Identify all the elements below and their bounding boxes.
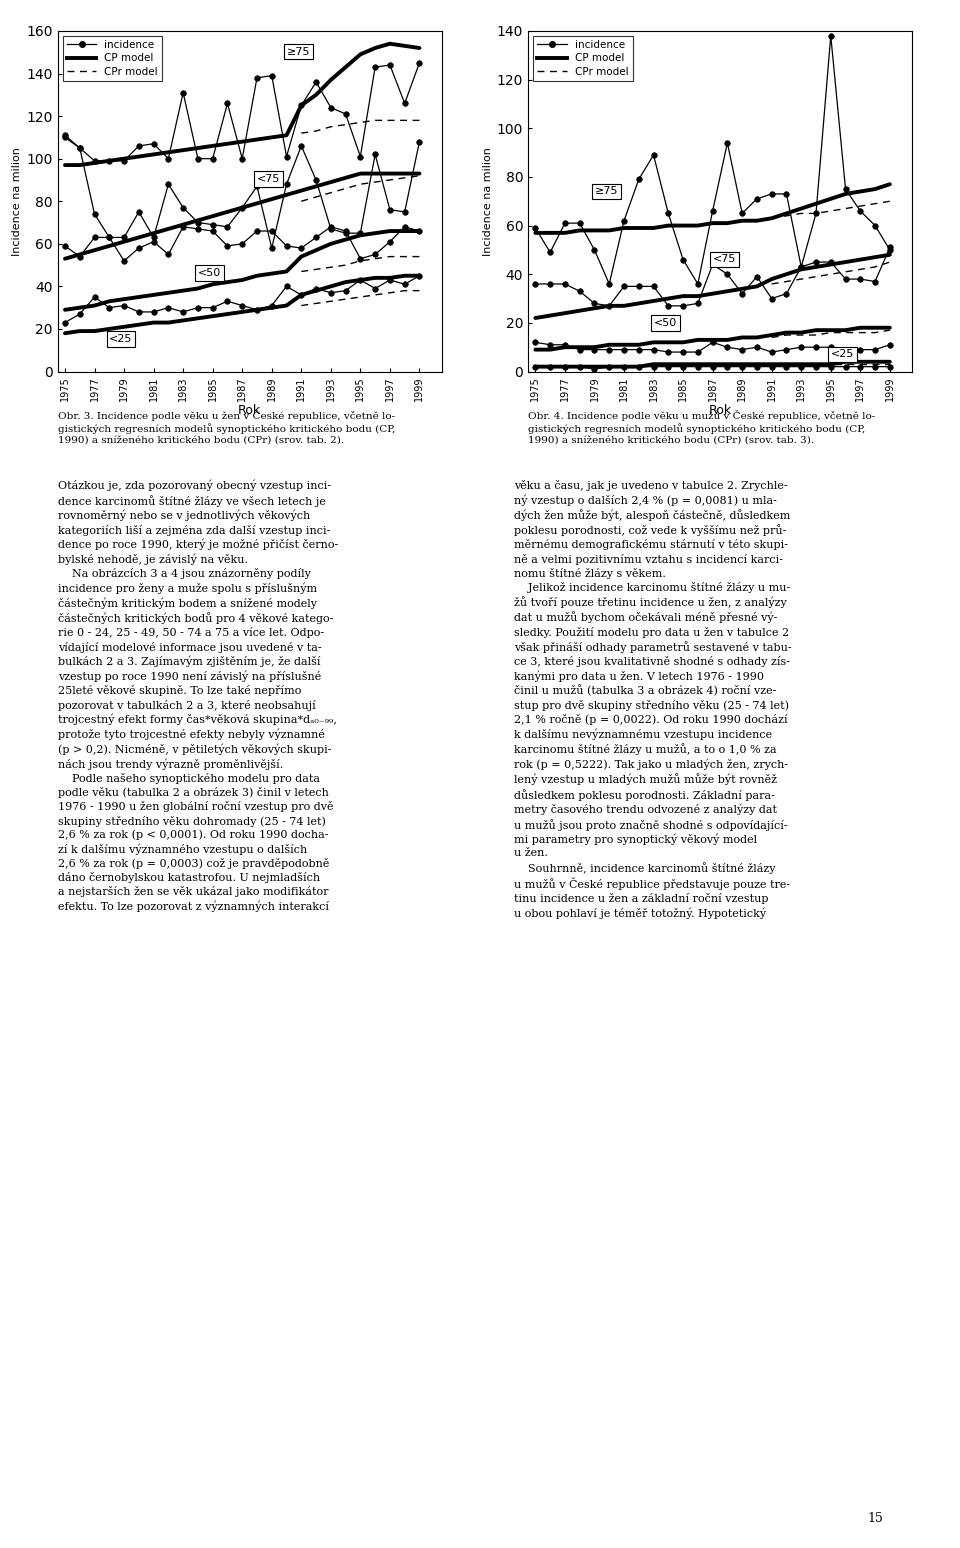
Y-axis label: Incidence na milion: Incidence na milion xyxy=(12,147,22,255)
Text: Otázkou je, zda pozorovaný obecný vzestup inci-
dence karcinomů štítné žlázy ve : Otázkou je, zda pozorovaný obecný vzestu… xyxy=(58,480,338,912)
Legend: incidence, CP model, CPr model: incidence, CP model, CPr model xyxy=(533,36,633,80)
Text: <25: <25 xyxy=(830,350,854,359)
Text: Obr. 3. Incidence podle věku u žen v České republice, včetně lo-
gistických regr: Obr. 3. Incidence podle věku u žen v Čes… xyxy=(58,410,395,444)
Text: ≥75: ≥75 xyxy=(286,46,310,56)
Text: ≥75: ≥75 xyxy=(594,186,618,197)
Text: <50: <50 xyxy=(654,317,677,328)
Text: <75: <75 xyxy=(712,254,736,265)
Text: <75: <75 xyxy=(257,175,280,184)
Text: <50: <50 xyxy=(198,268,221,279)
X-axis label: Rok: Rok xyxy=(708,404,732,416)
Legend: incidence, CP model, CPr model: incidence, CP model, CPr model xyxy=(62,36,162,80)
X-axis label: Rok: Rok xyxy=(238,404,261,416)
Y-axis label: Incidence na milion: Incidence na milion xyxy=(483,147,492,255)
Text: Obr. 4. Incidence podle věku u mužů v České republice, včetně lo-
gistických reg: Obr. 4. Incidence podle věku u mužů v Če… xyxy=(528,410,876,444)
Text: 15: 15 xyxy=(867,1512,883,1525)
Text: <25: <25 xyxy=(109,334,132,344)
Text: věku a času, jak je uvedeno v tabulce 2. Zrychle-
ný vzestup o dalších 2,4 % (p : věku a času, jak je uvedeno v tabulce 2.… xyxy=(514,480,791,918)
